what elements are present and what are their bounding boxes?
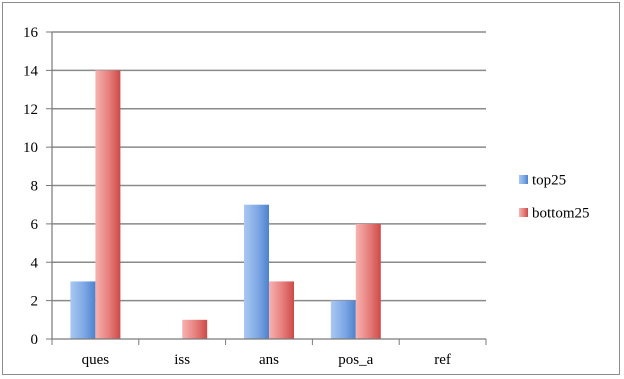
legend-swatch-top25 bbox=[519, 175, 528, 184]
y-tick-label: 6 bbox=[31, 217, 39, 233]
bar-bottom25-ans bbox=[269, 281, 294, 339]
y-tick-label: 4 bbox=[31, 255, 39, 271]
y-tick-label: 10 bbox=[23, 140, 38, 156]
x-tick-label: ques bbox=[82, 352, 110, 368]
y-tick-label: 16 bbox=[23, 25, 39, 41]
legend: top25 bottom25 bbox=[519, 173, 590, 222]
y-tick-label: 0 bbox=[31, 332, 39, 348]
legend-swatch-bottom25 bbox=[519, 208, 528, 217]
x-tick-label: pos_a bbox=[338, 352, 373, 368]
bar-top25-pos_a bbox=[330, 300, 356, 339]
x-tick-label: ref bbox=[434, 352, 451, 368]
bar-bottom25-pos_a bbox=[355, 223, 381, 339]
x-axis: ques iss ans pos_a ref bbox=[51, 338, 487, 368]
y-tick-label: 2 bbox=[31, 294, 39, 310]
legend-label-top25: top25 bbox=[532, 173, 566, 189]
y-tick-label: 12 bbox=[23, 102, 38, 118]
y-axis: 0 2 4 6 8 10 12 14 16 bbox=[23, 25, 53, 348]
bar-bottom25-ques bbox=[95, 70, 121, 339]
bar-top25-ans bbox=[244, 204, 269, 339]
bar-top25-ques bbox=[70, 281, 96, 339]
x-tick-label: iss bbox=[174, 352, 190, 368]
y-tick-label: 14 bbox=[23, 63, 39, 79]
grid-lines bbox=[52, 31, 486, 302]
y-tick-label: 8 bbox=[31, 179, 39, 195]
legend-label-bottom25: bottom25 bbox=[532, 206, 590, 222]
bars bbox=[70, 70, 381, 339]
bar-bottom25-iss bbox=[182, 319, 208, 339]
x-tick-label: ans bbox=[259, 352, 279, 368]
